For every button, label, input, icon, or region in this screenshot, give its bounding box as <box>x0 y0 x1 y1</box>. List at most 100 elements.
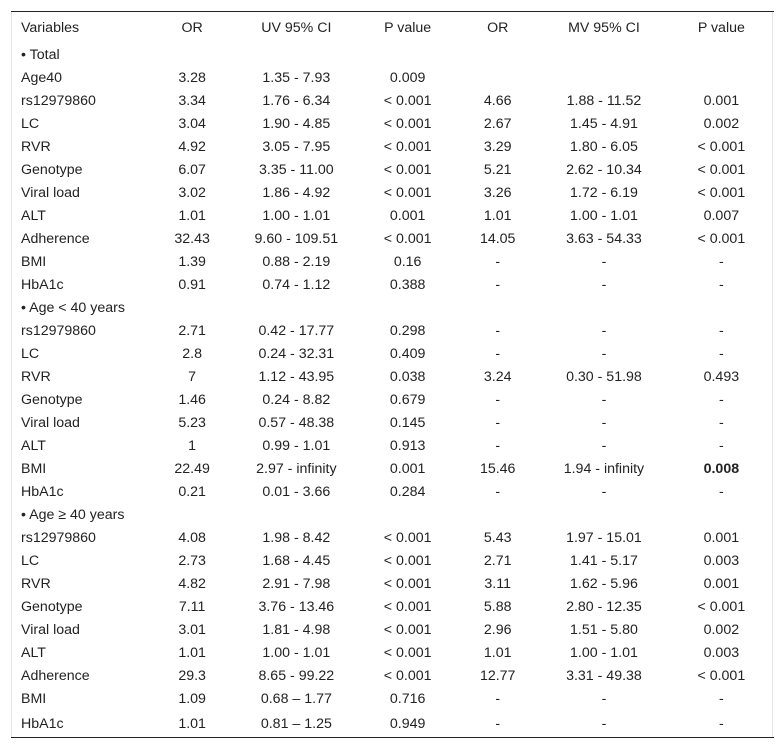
cell-variable: rs12979860 <box>21 323 96 339</box>
cell-mv-or: 1.01 <box>483 645 512 661</box>
cell-uv-ci: 0.74 - 1.12 <box>262 277 331 293</box>
cell-mv-or: - <box>495 392 501 408</box>
cell-mv-ci: 1.51 - 5.80 <box>570 622 638 638</box>
cell-mv-ci: 3.63 - 54.33 <box>566 231 642 247</box>
cell-mv-ci: 1.72 - 6.19 <box>570 185 638 201</box>
cell-uv-p: 0.16 <box>393 254 422 270</box>
cell-uv-ci: 1.68 - 4.45 <box>262 553 331 569</box>
table-row: Genotype 1.46 0.24 - 8.82 0.679 - - - <box>11 389 774 412</box>
cell-mv-ci: 1.00 - 1.01 <box>570 208 638 224</box>
table-row: LC 2.73 1.68 - 4.45 < 0.001 2.71 1.41 - 5.17 0… <box>11 550 774 573</box>
header-variables: Variables <box>21 20 80 36</box>
cell-uv-ci: 0.01 - 3.66 <box>262 484 331 500</box>
section-label: • Age < 40 years <box>21 300 125 316</box>
cell-mv-ci: 1.88 - 11.52 <box>566 93 642 109</box>
cell-uv-or: 22.49 <box>174 461 210 477</box>
cell-uv-or: 29.3 <box>178 668 206 684</box>
cell-mv-p: - <box>718 254 724 270</box>
cell-variable: HbA1c <box>21 716 64 732</box>
cell-uv-ci: 0.88 - 2.19 <box>262 254 331 270</box>
cell-mv-p: 0.001 <box>703 576 740 592</box>
cell-mv-p: < 0.001 <box>697 162 746 178</box>
cell-uv-ci: 9.60 - 109.51 <box>254 231 339 247</box>
cell-mv-ci: 2.62 - 10.34 <box>566 162 642 178</box>
cell-uv-p: < 0.001 <box>383 622 432 638</box>
cell-variable: HbA1c <box>21 484 64 500</box>
cell-mv-ci: - <box>601 323 607 339</box>
cell-mv-p: - <box>718 277 724 293</box>
cell-uv-p: < 0.001 <box>383 599 432 615</box>
cell-uv-p: < 0.001 <box>383 93 432 109</box>
cell-mv-p: - <box>718 438 724 454</box>
cell-mv-ci: - <box>601 438 607 454</box>
cell-variable: Viral load <box>21 415 80 431</box>
cell-mv-p: 0.493 <box>703 369 740 385</box>
section-header-row: • Age < 40 years <box>11 297 774 320</box>
cell-variable: RVR <box>21 369 51 385</box>
cell-mv-p: - <box>718 346 724 362</box>
table-row: Adherence 32.43 9.60 - 109.51 < 0.001 14.05 3… <box>11 228 774 251</box>
cell-uv-ci: 2.91 - 7.98 <box>262 576 331 592</box>
cell-mv-ci: - <box>601 254 607 270</box>
cell-uv-ci: 0.68 – 1.77 <box>260 691 332 707</box>
cell-uv-ci: 1.81 - 4.98 <box>262 622 331 638</box>
cell-uv-or: 0.21 <box>178 484 206 500</box>
cell-mv-p: 0.003 <box>703 645 740 661</box>
cell-uv-p: 0.038 <box>389 369 426 385</box>
cell-uv-ci: 0.24 - 32.31 <box>258 346 335 362</box>
table-row: rs12979860 4.08 1.98 - 8.42 < 0.001 5.43 1.97… <box>11 527 774 550</box>
cell-variable: Genotype <box>21 599 83 615</box>
cell-mv-or: 1.01 <box>483 208 512 224</box>
cell-mv-ci: - <box>601 346 607 362</box>
cell-mv-ci: - <box>601 415 607 431</box>
cell-uv-or: 3.02 <box>178 185 206 201</box>
cell-mv-ci: 1.45 - 4.91 <box>570 116 638 132</box>
cell-uv-or: 3.28 <box>178 70 206 86</box>
cell-mv-or: 3.24 <box>483 369 512 385</box>
cell-uv-ci: 0.99 - 1.01 <box>262 438 331 454</box>
cell-mv-ci: 1.00 - 1.01 <box>570 645 638 661</box>
table-row: BMI 22.49 2.97 - infinity 0.001 15.46 1.94 - … <box>11 458 774 481</box>
table-row: ALT 1.01 1.00 - 1.01 < 0.001 1.01 1.00 - 1.01… <box>11 642 774 665</box>
cell-mv-or: 4.66 <box>483 93 512 109</box>
header-uv-or: OR <box>181 20 203 36</box>
cell-mv-or: 15.46 <box>479 461 516 477</box>
cell-mv-p: 0.002 <box>703 116 740 132</box>
cell-mv-p: 0.003 <box>703 553 740 569</box>
cell-mv-or: - <box>495 254 501 270</box>
table-row: LC 2.8 0.24 - 32.31 0.409 - - - <box>11 343 774 366</box>
cell-uv-ci: 0.24 - 8.82 <box>262 392 331 408</box>
cell-mv-p: - <box>718 691 724 707</box>
cell-uv-p: 0.679 <box>389 392 426 408</box>
cell-variable: BMI <box>21 254 47 270</box>
cell-uv-ci: 1.86 - 4.92 <box>262 185 331 201</box>
table-row: Adherence 29.3 8.65 - 99.22 < 0.001 12.77 3.3… <box>11 665 774 688</box>
table-row: HbA1c 0.21 0.01 - 3.66 0.284 - - - <box>11 481 774 504</box>
table-row: RVR 4.82 2.91 - 7.98 < 0.001 3.11 1.62 - 5.96… <box>11 573 774 596</box>
header-mv-ci: MV 95% CI <box>568 20 640 36</box>
cell-mv-p: < 0.001 <box>697 231 746 247</box>
cell-uv-or: 1.01 <box>178 208 206 224</box>
cell-uv-p: 0.716 <box>389 691 426 707</box>
cell-uv-p: < 0.001 <box>383 231 432 247</box>
cell-uv-or: 2.71 <box>178 323 206 339</box>
cell-uv-p: < 0.001 <box>383 162 432 178</box>
cell-uv-p: 0.145 <box>389 415 426 431</box>
cell-variable: rs12979860 <box>21 93 96 109</box>
section-header-row: • Age ≥ 40 years <box>11 504 774 527</box>
cell-uv-or: 1.09 <box>178 691 206 707</box>
cell-mv-or: - <box>495 438 501 454</box>
cell-mv-or: 2.96 <box>483 622 512 638</box>
table-row: Age40 3.28 1.35 - 7.93 0.009 <box>11 67 774 90</box>
cell-uv-or: 2.8 <box>182 346 202 362</box>
cell-mv-or: - <box>495 323 501 339</box>
table-row: ALT 1.01 1.00 - 1.01 0.001 1.01 1.00 - 1.01 0.… <box>11 205 774 228</box>
table-body: • Total Age40 3.28 1.35 - 7.93 0.009 rs129798… <box>11 44 774 738</box>
cell-mv-ci: - <box>601 716 607 732</box>
cell-variable: rs12979860 <box>21 530 96 546</box>
cell-mv-ci: - <box>601 484 607 500</box>
cell-mv-or: 12.77 <box>479 668 516 684</box>
cell-uv-p: 0.949 <box>389 716 426 732</box>
cell-uv-p: 0.284 <box>389 484 426 500</box>
cell-uv-or: 1.46 <box>178 392 206 408</box>
